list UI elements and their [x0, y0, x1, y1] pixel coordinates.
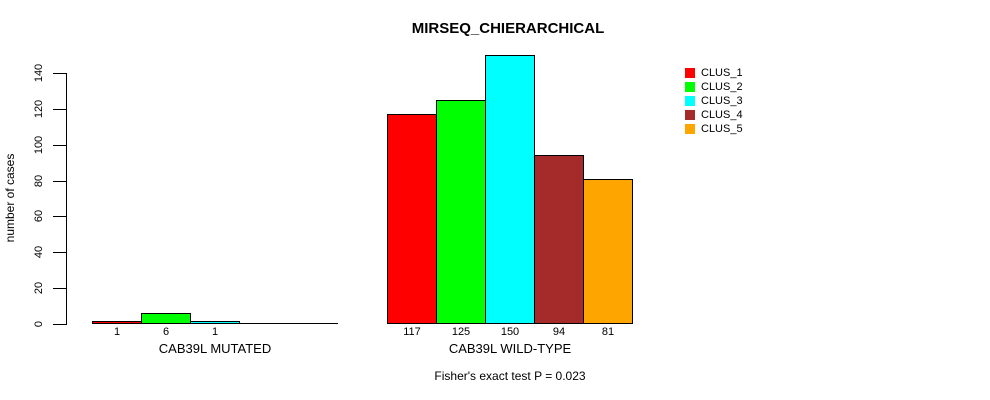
bar-clus-1: [387, 114, 437, 324]
y-axis-tick-label: 140: [33, 63, 45, 83]
bar-value-label: 6: [162, 326, 170, 338]
legend-label: CLUS_4: [701, 109, 743, 121]
y-axis-tick-label: 60: [33, 209, 45, 223]
legend-swatch-clus-4: [685, 110, 695, 120]
legend-label: CLUS_2: [701, 81, 743, 93]
y-axis-line: [66, 73, 67, 325]
y-axis-tick-label: 0: [33, 320, 45, 328]
bar-value-label: 94: [552, 326, 566, 338]
y-axis-tick-label: 20: [33, 281, 45, 295]
x-axis-group-label: CAB39L MUTATED: [158, 341, 272, 356]
bar-value-label: 117: [403, 326, 421, 338]
bar-value-label: 1: [113, 326, 121, 338]
bar-clus-1: [92, 321, 142, 324]
y-axis-tick-label: 100: [33, 135, 45, 155]
legend-item: CLUS_2: [685, 80, 743, 94]
bar-value-label: 150: [500, 326, 520, 338]
y-axis-tick-label: 80: [33, 174, 45, 188]
y-axis-tick: [53, 252, 66, 253]
y-axis-tick-label: 120: [33, 99, 45, 119]
legend: CLUS_1 CLUS_2 CLUS_3 CLUS_4 CLUS_5: [685, 66, 743, 136]
bar-clus-2: [436, 100, 486, 324]
bar-clus-3: [190, 321, 240, 324]
y-axis-tick: [53, 216, 66, 217]
bar-clus-5-zero: [288, 323, 338, 324]
y-axis-tick: [53, 109, 66, 110]
legend-label: CLUS_1: [701, 67, 743, 79]
y-axis-tick: [53, 73, 66, 74]
bar-clus-2: [141, 313, 191, 324]
legend-label: CLUS_5: [701, 123, 743, 135]
legend-swatch-clus-3: [685, 96, 695, 106]
bar-clus-4: [534, 155, 584, 324]
legend-swatch-clus-1: [685, 68, 695, 78]
bar-value-label: 125: [451, 326, 471, 338]
legend-swatch-clus-2: [685, 82, 695, 92]
bar-clus-5: [583, 179, 633, 324]
bar-value-label: 1: [211, 326, 219, 338]
y-axis-tick: [53, 324, 66, 325]
legend-item: CLUS_3: [685, 94, 743, 108]
y-axis-tick: [53, 181, 66, 182]
legend-item: CLUS_5: [685, 122, 743, 136]
chart-title: MIRSEQ_CHIERARCHICAL: [411, 20, 605, 37]
x-axis-group-label: CAB39L WILD-TYPE: [448, 341, 572, 356]
legend-swatch-clus-5: [685, 124, 695, 134]
y-axis-tick: [53, 288, 66, 289]
y-axis-tick-label: 40: [33, 245, 45, 259]
y-axis-label: number of cases: [3, 153, 17, 243]
bar-value-label: 81: [601, 326, 615, 338]
legend-label: CLUS_3: [701, 95, 743, 107]
bar-clus-3: [485, 55, 535, 324]
bar-clus-4-zero: [239, 323, 289, 324]
legend-item: CLUS_1: [685, 66, 743, 80]
fisher-test-note: Fisher's exact test P = 0.023: [434, 369, 586, 383]
legend-item: CLUS_4: [685, 108, 743, 122]
y-axis-tick: [53, 145, 66, 146]
